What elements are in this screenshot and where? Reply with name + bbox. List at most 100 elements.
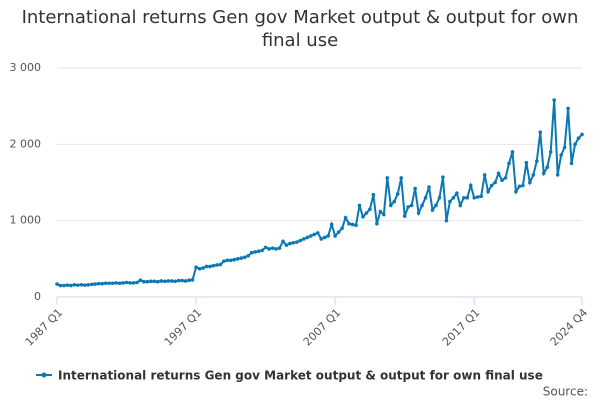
point	[566, 106, 570, 111]
point	[545, 165, 550, 170]
point	[83, 283, 87, 287]
point	[96, 281, 101, 286]
point	[354, 223, 358, 228]
point	[531, 173, 536, 177]
point	[114, 281, 118, 285]
point	[510, 150, 515, 154]
point	[437, 195, 442, 200]
point	[302, 237, 306, 241]
point	[524, 160, 529, 165]
point	[375, 221, 379, 226]
point	[204, 264, 209, 269]
point	[535, 159, 539, 163]
point	[277, 246, 282, 250]
chart-title: International returns Gen gov Market out…	[21, 7, 579, 51]
x-tick-label: 1987 Q1	[23, 306, 66, 349]
point	[145, 279, 150, 284]
point	[482, 173, 487, 177]
point	[434, 203, 438, 208]
point	[486, 189, 490, 194]
point	[173, 279, 178, 284]
x-tick-label: 2024 Q4	[548, 306, 591, 349]
x-tick-label: 1997 Q1	[162, 306, 205, 349]
point	[371, 192, 376, 197]
point	[430, 208, 435, 212]
point	[131, 281, 136, 285]
point	[336, 230, 341, 234]
point	[128, 281, 132, 285]
point	[218, 262, 223, 267]
point	[489, 183, 494, 188]
point	[194, 265, 198, 270]
point	[260, 248, 264, 253]
point	[159, 279, 164, 283]
point	[176, 278, 181, 283]
point	[548, 150, 553, 154]
point	[225, 258, 230, 263]
point	[555, 173, 560, 177]
point	[576, 136, 581, 141]
y-tick-label: 2 000	[10, 137, 42, 150]
point	[93, 282, 98, 286]
point	[117, 281, 122, 286]
point	[552, 98, 556, 102]
point	[416, 211, 421, 215]
point	[569, 161, 574, 166]
point	[295, 240, 299, 244]
source: Source:	[543, 385, 588, 399]
point	[329, 222, 334, 227]
point	[197, 266, 202, 271]
point	[152, 279, 157, 284]
point	[190, 278, 195, 282]
point	[399, 176, 404, 180]
point	[528, 180, 532, 185]
point	[340, 226, 344, 231]
point	[361, 215, 365, 219]
point	[573, 142, 577, 147]
point	[315, 231, 320, 235]
point	[402, 214, 407, 218]
point	[347, 221, 351, 226]
point	[503, 176, 508, 180]
point	[319, 237, 324, 241]
point	[521, 183, 525, 188]
point	[180, 278, 184, 283]
point	[291, 241, 296, 245]
point	[270, 246, 275, 250]
point	[326, 234, 330, 238]
point	[79, 282, 84, 287]
point	[465, 195, 470, 200]
point	[514, 189, 518, 194]
point	[253, 250, 257, 254]
point	[472, 195, 477, 200]
x-tick-label: 2007 Q1	[301, 306, 344, 349]
point	[364, 211, 369, 215]
point	[208, 264, 212, 269]
y-tick-label: 1 000	[10, 214, 42, 227]
point	[559, 153, 563, 157]
point	[201, 266, 205, 270]
point	[135, 280, 139, 285]
point	[406, 205, 410, 209]
point	[215, 263, 219, 267]
point	[507, 161, 511, 166]
point	[385, 176, 390, 180]
point	[322, 235, 327, 240]
point	[388, 203, 393, 208]
point	[229, 258, 233, 263]
point	[333, 234, 337, 238]
point	[580, 132, 584, 137]
point	[121, 281, 125, 285]
point	[409, 203, 414, 208]
point	[211, 263, 216, 268]
point	[475, 195, 480, 199]
point	[55, 282, 59, 286]
point	[427, 185, 431, 189]
point	[281, 239, 285, 244]
point	[263, 245, 268, 250]
point	[368, 207, 372, 212]
point	[500, 178, 504, 183]
point	[392, 199, 397, 204]
point	[451, 195, 456, 200]
